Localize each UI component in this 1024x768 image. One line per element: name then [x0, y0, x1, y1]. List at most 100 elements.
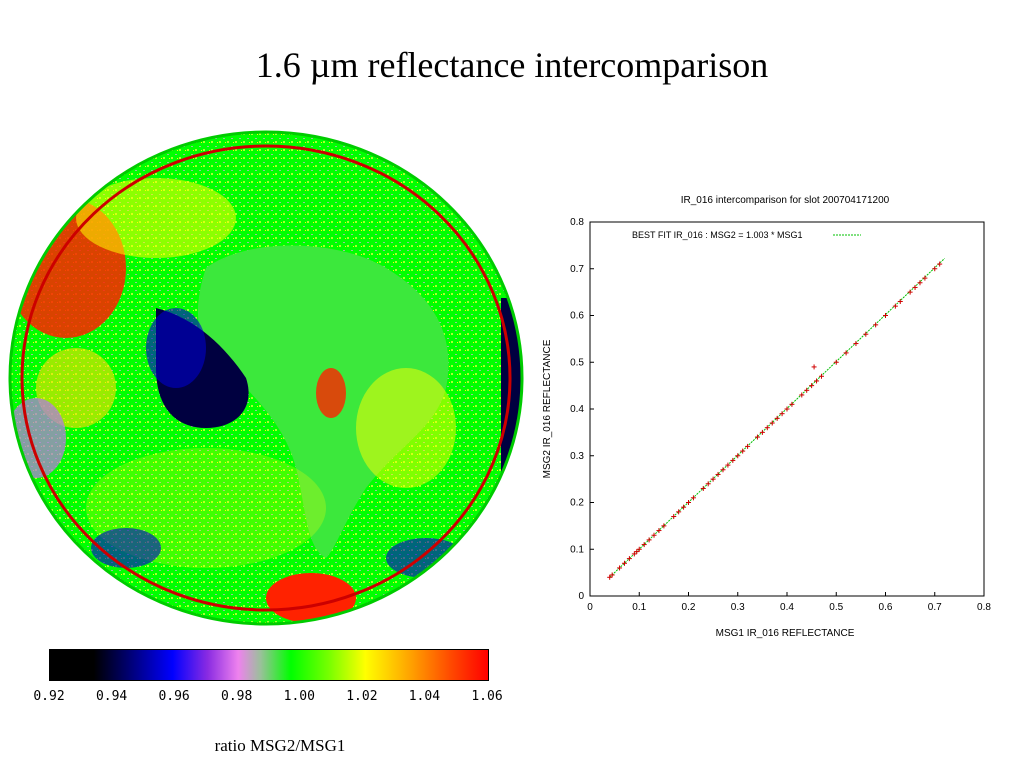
- colorbar-tick: 0.96: [158, 689, 190, 704]
- scatter-point: [676, 509, 682, 515]
- scatter-point: [784, 406, 790, 412]
- scatter-point: [818, 373, 824, 379]
- map-mid-red: [316, 368, 346, 418]
- scatter-point: [759, 429, 765, 435]
- colorbar-tick: 1.00: [283, 689, 315, 704]
- colorbar-tick: 1.02: [346, 689, 378, 704]
- x-axis-ticks: 0 0.1 0.2 0.3 0.4 0.5 0.6 0.7 0.8: [587, 592, 991, 613]
- colorbar-gradient: [49, 649, 489, 681]
- colorbar-tick: 0.92: [33, 689, 65, 704]
- scatter-point: [764, 425, 770, 431]
- scatter-point: [754, 434, 760, 440]
- scatter-point: [710, 476, 716, 482]
- scatter-point: [937, 261, 943, 267]
- scatter-point: [863, 331, 869, 337]
- x-axis-label: MSG1 IR_016 REFLECTANCE: [716, 628, 855, 639]
- map-southwest-blue: [91, 528, 161, 568]
- scatter-point: [789, 401, 795, 407]
- y-tick-label: 0.7: [570, 264, 584, 275]
- scatter-point: [769, 420, 775, 426]
- scatter-point: [671, 514, 677, 520]
- map-violet-west: [10, 398, 66, 478]
- scatter-point: [661, 523, 667, 529]
- scatter-point: [922, 275, 928, 281]
- scatter-point: [730, 457, 736, 463]
- map-red-outline: [20, 144, 512, 612]
- scatter-point: [646, 537, 652, 543]
- scatter-point: [912, 284, 918, 290]
- scatter-point: [725, 462, 731, 468]
- y-tick-label: 0.3: [570, 451, 584, 462]
- y-tick-label: 0.2: [570, 498, 584, 509]
- scatter-point: [774, 415, 780, 421]
- x-tick-label: 0.3: [731, 602, 745, 613]
- scatter-point: [686, 500, 691, 505]
- map-west-yellow: [36, 348, 116, 428]
- scatter-point: [740, 448, 746, 454]
- earth-ratio-map: [8, 130, 524, 626]
- legend-text: BEST FIT IR_016 : MSG2 = 1.003 * MSG1: [632, 230, 803, 240]
- scatter-point: [843, 350, 849, 356]
- chart-title: IR_016 intercomparison for slot 20070417…: [681, 195, 890, 206]
- y-tick-label: 0.8: [570, 217, 584, 228]
- x-tick-label: 0.4: [780, 602, 794, 613]
- y-tick-label: 0.1: [570, 544, 584, 555]
- scatter-point: [883, 313, 888, 318]
- scatter-point: [932, 266, 938, 272]
- colorbar-tick: 1.04: [408, 689, 441, 704]
- map-east-yellow: [356, 368, 456, 488]
- map-blue-patch: [146, 308, 206, 388]
- scatter-point: [690, 495, 696, 501]
- scatter-point: [873, 322, 879, 328]
- scatter-point: [681, 504, 687, 510]
- scatter-point: [907, 289, 913, 295]
- scatter-point: [811, 364, 817, 370]
- scatter-point: [804, 387, 810, 393]
- scatter-point: [641, 542, 647, 548]
- colorbar-tick: 0.98: [221, 689, 253, 704]
- scatter-point: [626, 556, 632, 562]
- slide-title: 1.6 µm reflectance intercomparison: [255, 45, 769, 85]
- x-tick-label: 0.6: [879, 602, 893, 613]
- scatter-point: [897, 298, 903, 304]
- map-disc-edge: [8, 130, 524, 626]
- scatter-point: [631, 551, 637, 557]
- scatter-point: [609, 572, 615, 578]
- x-tick-label: 0.2: [682, 602, 696, 613]
- scatter-point: [720, 467, 726, 473]
- x-tick-label: 0: [587, 602, 593, 613]
- scatter-point: [651, 532, 657, 538]
- colorbar-tick: 1.06: [471, 689, 503, 704]
- colorbar-caption: ratio MSG2/MSG1: [214, 736, 346, 755]
- scatter-point: [656, 528, 662, 534]
- scatter-chart: IR_016 intercomparison for slot 20070417…: [542, 195, 991, 639]
- y-axis-ticks: 0 0.1 0.2 0.3 0.4 0.5 0.6 0.7 0.8: [570, 217, 594, 602]
- y-tick-label: 0.5: [570, 357, 584, 368]
- scatter-point: [607, 574, 613, 580]
- scatter-point: [617, 565, 623, 571]
- scatter-point: [636, 546, 642, 552]
- scatter-point: [715, 471, 721, 477]
- x-tick-label: 0.1: [632, 602, 646, 613]
- scatter-point: [853, 341, 859, 347]
- colorbar-tick: 0.94: [95, 689, 128, 704]
- y-tick-label: 0: [578, 591, 584, 602]
- scatter-point: [745, 443, 751, 449]
- scatter-point: [833, 359, 839, 365]
- x-tick-label: 0.5: [829, 602, 843, 613]
- scatter-point: [809, 383, 815, 389]
- colorbar: 0.92 0.94 0.96 0.98 1.00 1.02 1.04 1.06: [20, 645, 520, 705]
- y-tick-label: 0.4: [570, 404, 584, 415]
- x-tick-label: 0.8: [977, 602, 991, 613]
- scatter-point: [814, 378, 820, 384]
- scatter-point: [917, 280, 923, 286]
- y-axis-label: MSG2 IR_016 REFLECTANCE: [542, 339, 553, 478]
- data-points: [607, 261, 943, 580]
- scatter-point: [621, 560, 627, 566]
- scatter-point: [779, 411, 785, 417]
- x-tick-label: 0.7: [928, 602, 942, 613]
- scatter-point: [634, 549, 640, 555]
- y-tick-label: 0.6: [570, 311, 584, 322]
- scatter-point: [735, 453, 741, 459]
- scatter-point: [705, 481, 711, 487]
